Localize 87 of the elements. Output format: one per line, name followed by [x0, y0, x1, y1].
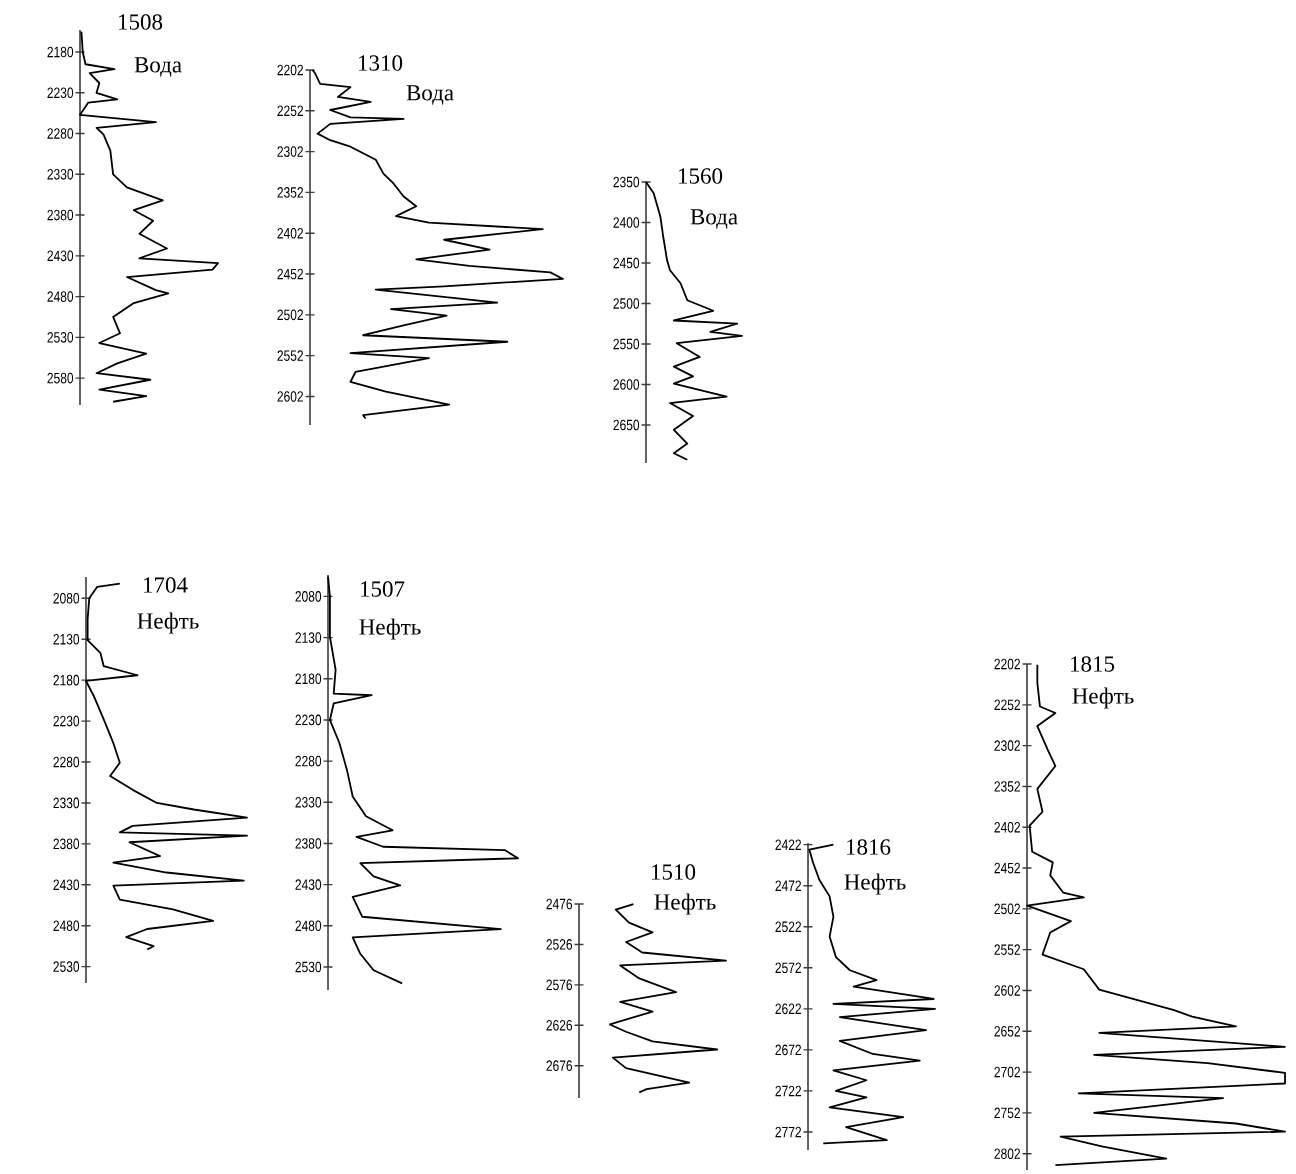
y-tick-label: 2330	[295, 796, 322, 808]
y-tick-label: 2772	[775, 1126, 801, 1138]
y-tick-label: 2302	[277, 146, 303, 157]
y-tick-label: 2430	[53, 879, 80, 891]
y-tick-label: 2080	[53, 592, 80, 604]
y-tick-label: 2526	[546, 939, 573, 950]
y-tick-label: 2302	[994, 740, 1020, 751]
chart-title: 1560	[679, 168, 723, 184]
y-tick-label: 2550	[613, 338, 640, 350]
y-tick-label: 2180	[53, 674, 80, 686]
y-tick-label: 2402	[277, 227, 303, 239]
y-tick-label: 2600	[613, 379, 640, 390]
y-tick-label: 2130	[295, 632, 322, 643]
y-tick-label: 2580	[47, 372, 74, 384]
text: Нефть	[844, 873, 906, 895]
y-tick-label: 2452	[994, 862, 1020, 874]
y-tick-label: 2472	[775, 880, 801, 891]
text: Вода	[406, 85, 454, 105]
y-tick-label: 2352	[277, 187, 303, 198]
chart-title: 1310	[359, 55, 403, 71]
y-tick-label: 2572	[775, 962, 801, 974]
y-tick-label: 2552	[277, 350, 303, 361]
y-tick-label: 2252	[277, 105, 303, 117]
y-tick-label: 2252	[994, 699, 1020, 711]
y-tick-label: 2602	[277, 391, 303, 402]
y-tick-label: 2430	[295, 879, 322, 890]
text: Нефть	[359, 618, 421, 640]
y-tick-label: 2626	[546, 1019, 573, 1031]
y-tick-label: 2522	[775, 921, 801, 933]
chart-title: 1507	[361, 581, 405, 597]
y-tick-label: 2500	[613, 298, 640, 309]
y-tick-label: 2672	[775, 1044, 801, 1056]
text: Нефть	[1072, 687, 1134, 709]
y-tick-label: 2130	[53, 633, 80, 645]
y-tick-label: 2202	[994, 658, 1020, 670]
y-tick-label: 2502	[994, 903, 1020, 915]
y-tick-label: 2230	[295, 714, 322, 726]
y-tick-label: 2380	[295, 838, 322, 849]
y-tick-label: 2402	[994, 821, 1020, 833]
y-tick-label: 2602	[994, 985, 1020, 996]
y-tick-label: 2330	[53, 797, 80, 809]
y-tick-label: 2530	[53, 961, 80, 972]
chart-title: 1816	[847, 839, 891, 855]
chart-title: 1815	[1071, 656, 1115, 672]
y-tick-label: 2650	[613, 419, 640, 431]
chart-title: 1508	[119, 14, 163, 30]
y-tick-label: 2552	[994, 944, 1020, 955]
y-tick-label: 2330	[47, 168, 74, 180]
y-tick-label: 2422	[775, 839, 801, 850]
y-tick-label: 2652	[994, 1025, 1020, 1037]
y-tick-label: 2400	[613, 217, 640, 228]
y-tick-label: 2530	[47, 332, 74, 343]
y-tick-label: 2722	[775, 1085, 801, 1097]
y-tick-label: 2230	[47, 87, 74, 99]
y-tick-label: 2180	[295, 673, 322, 685]
y-tick-label: 2280	[47, 128, 74, 139]
text: Вода	[134, 57, 182, 77]
y-tick-label: 2480	[47, 291, 74, 302]
y-tick-label: 2352	[994, 781, 1020, 792]
y-tick-label: 2502	[277, 309, 303, 321]
chart-title: 1510	[652, 864, 696, 880]
y-tick-label: 2752	[994, 1107, 1020, 1119]
y-tick-label: 2350	[613, 176, 640, 188]
y-tick-label: 2202	[277, 64, 303, 76]
y-tick-label: 2430	[47, 250, 74, 262]
y-tick-label: 2576	[546, 979, 573, 991]
chart-title: 1704	[144, 577, 188, 593]
y-tick-label: 2180	[47, 46, 74, 58]
y-tick-label: 2280	[295, 755, 322, 767]
y-tick-label: 2280	[53, 756, 80, 768]
y-tick-label: 2530	[295, 961, 322, 973]
y-tick-label: 2480	[295, 920, 322, 932]
y-tick-label: 2230	[53, 715, 80, 727]
y-tick-label: 2476	[546, 898, 573, 910]
chart-subtitle: Нефть	[654, 893, 716, 915]
y-tick-label: 2622	[775, 1003, 801, 1015]
y-tick-label: 2450	[613, 257, 640, 269]
y-tick-label: 2480	[53, 920, 80, 932]
y-tick-label: 2380	[53, 838, 80, 850]
y-tick-label: 2080	[295, 591, 322, 602]
y-tick-label: 2676	[546, 1060, 573, 1071]
y-tick-label: 2380	[47, 209, 74, 221]
text: Нефть	[137, 612, 199, 634]
text: Вода	[690, 209, 738, 229]
y-tick-label: 2452	[277, 268, 303, 280]
y-tick-label: 2702	[994, 1066, 1020, 1078]
y-tick-label: 2802	[994, 1148, 1020, 1160]
